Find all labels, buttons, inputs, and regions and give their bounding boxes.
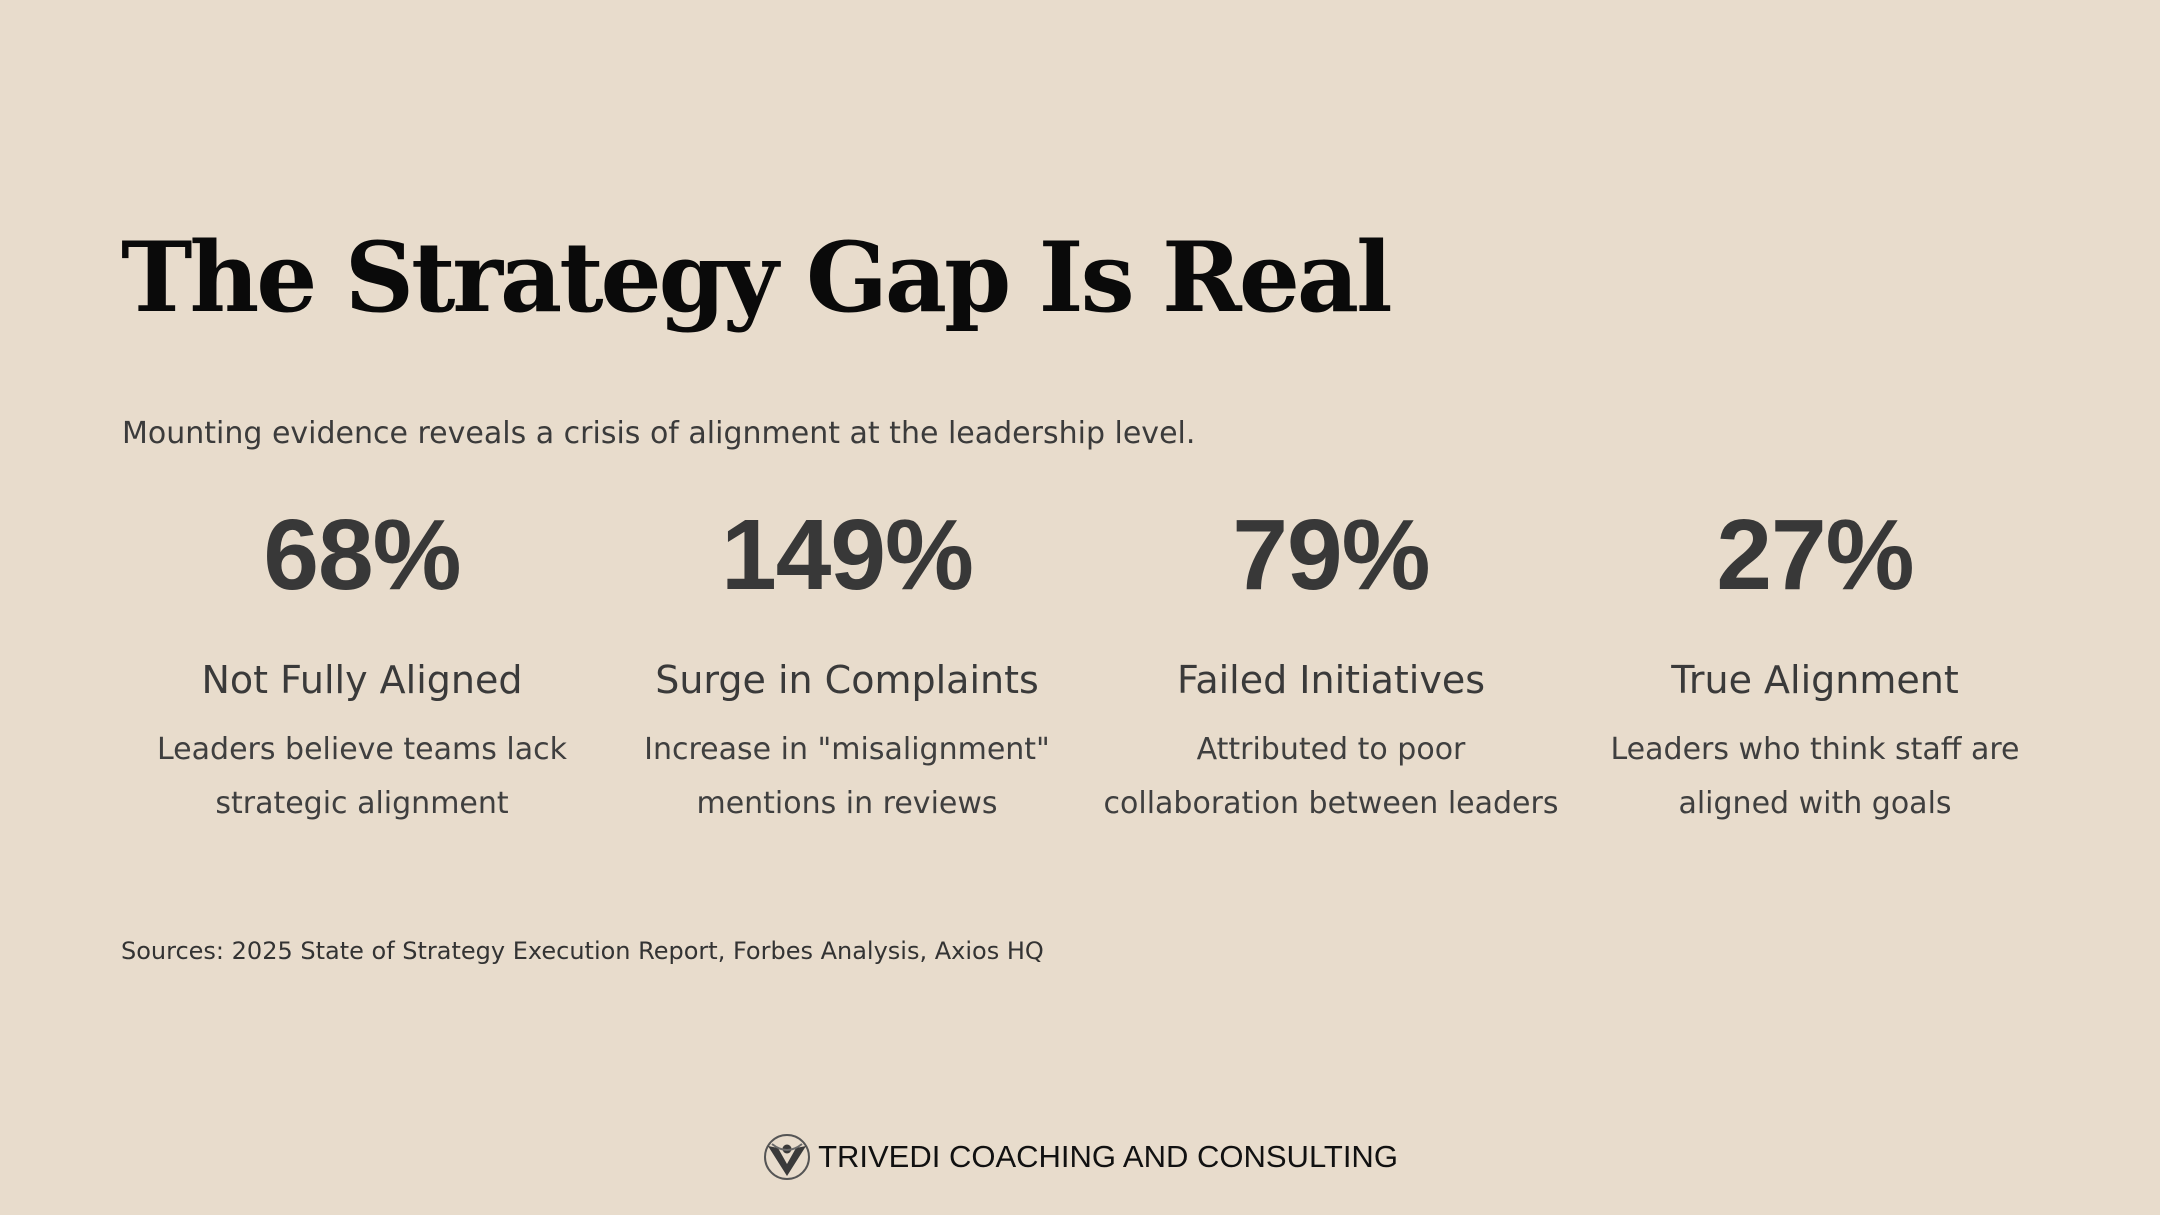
- stat-value: 27%: [1716, 499, 1914, 611]
- stat-label: True Alignment: [1671, 658, 1959, 702]
- stat-label: Not Fully Aligned: [201, 658, 523, 702]
- stats-row: 68% Not Fully Aligned Leaders believe te…: [120, 495, 2060, 855]
- stat-description: Increase in "misalignment" mentions in r…: [644, 732, 1050, 821]
- stat-card: 68% Not Fully Aligned Leaders believe te…: [120, 495, 604, 831]
- stat-description: Attributed to poor collaboration between…: [1103, 732, 1559, 821]
- stat-label: Failed Initiatives: [1176, 658, 1486, 702]
- stat-value: 68%: [263, 499, 461, 611]
- sources-note: Sources: 2025 State of Strategy Executio…: [121, 937, 1044, 965]
- stat-value: 79%: [1232, 499, 1430, 611]
- person-v-logo-icon: [762, 1132, 812, 1182]
- stat-label: Surge in Complaints: [655, 658, 1039, 702]
- stat-card: 149% Surge in Complaints Increase in "mi…: [605, 495, 1089, 831]
- stat-card: 27% True Alignment Leaders who think sta…: [1573, 495, 2057, 831]
- footer-brand: TRIVEDI COACHING AND CONSULTING: [0, 1130, 2160, 1184]
- slide-subtitle: Mounting evidence reveals a crisis of al…: [122, 416, 1196, 451]
- stat-description: Leaders believe teams lack strategic ali…: [157, 732, 567, 821]
- slide-title: The Strategy Gap Is Real: [121, 221, 1393, 334]
- stat-description: Leaders who think staff are aligned with…: [1610, 732, 2020, 821]
- brand-name: TRIVEDI COACHING AND CONSULTING: [818, 1139, 1398, 1174]
- stat-value: 149%: [721, 499, 974, 611]
- stat-card: 79% Failed Initiatives Attributed to poo…: [1089, 495, 1573, 831]
